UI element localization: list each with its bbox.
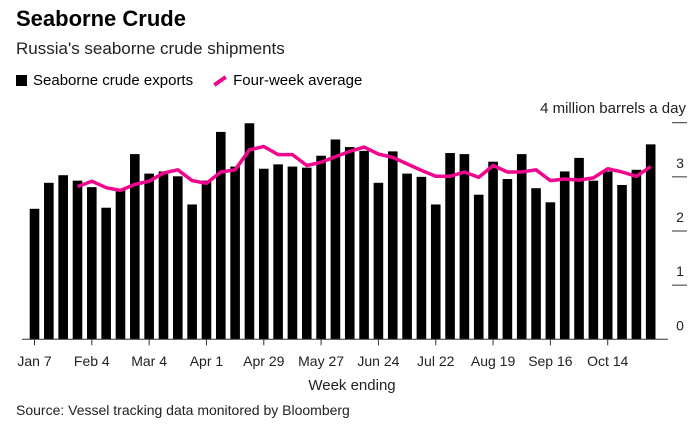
bar — [201, 180, 212, 340]
bar — [602, 171, 613, 340]
bar — [44, 182, 54, 340]
bar — [287, 166, 298, 340]
bar — [144, 173, 154, 340]
legend-label-average: Four-week average — [233, 72, 363, 89]
bar — [373, 182, 384, 340]
legend-bar-swatch — [16, 75, 27, 86]
x-tick-label: Feb 4 — [74, 353, 110, 369]
bar — [531, 188, 541, 340]
legend: Seaborne crude exports Four-week average — [16, 72, 362, 89]
x-tick-label: Apr 29 — [243, 353, 284, 369]
y-tick-label: 0 — [676, 317, 684, 333]
bar — [574, 157, 584, 340]
y-tick-label: 2 — [676, 209, 684, 225]
bar — [316, 155, 326, 340]
bar — [215, 131, 226, 340]
bar — [459, 154, 470, 340]
x-tick-label: Jun 24 — [357, 353, 399, 369]
chart-subtitle: Russia's seaborne crude shipments — [16, 39, 285, 58]
y-tick-label: 3 — [676, 155, 684, 171]
x-tick-label: Apr 1 — [190, 353, 224, 369]
bar — [72, 180, 83, 340]
bar — [631, 169, 642, 340]
bar — [645, 144, 656, 340]
bar — [58, 175, 68, 340]
x-axis-title: Week ending — [308, 377, 395, 394]
bar — [359, 150, 369, 340]
bar — [130, 154, 140, 340]
x-tick-label: Oct 14 — [587, 353, 628, 369]
bar — [173, 176, 183, 340]
bar — [430, 204, 441, 340]
bar — [330, 139, 341, 340]
bar — [617, 184, 627, 340]
bar — [244, 123, 255, 340]
bar — [29, 208, 40, 340]
bar — [158, 171, 169, 340]
bar — [230, 166, 240, 340]
bar — [416, 176, 427, 340]
y-tick-label: 1 — [676, 263, 684, 279]
x-tick-label: Aug 19 — [471, 353, 516, 369]
bar — [402, 173, 412, 340]
bar — [502, 179, 513, 340]
bar — [545, 202, 556, 340]
bar — [445, 153, 455, 340]
bar — [516, 154, 527, 340]
chart-title: Seaborne Crude — [16, 6, 186, 31]
x-tick-label: May 27 — [298, 353, 344, 369]
bar — [559, 171, 570, 340]
x-tick-label: Jan 7 — [17, 353, 51, 369]
legend-label-exports: Seaborne crude exports — [33, 72, 194, 89]
y-axis-unit-label: 4 million barrels a day — [540, 100, 686, 117]
bar — [101, 207, 111, 340]
bar — [387, 151, 398, 340]
bar — [258, 168, 269, 340]
bar — [115, 190, 126, 340]
bar — [588, 180, 599, 340]
bar — [344, 147, 355, 340]
bar — [488, 161, 498, 340]
bar — [187, 204, 197, 340]
x-tick-label: Mar 4 — [131, 353, 167, 369]
four-week-average-line — [76, 144, 652, 193]
bar — [273, 164, 283, 340]
x-tick-label: Jul 22 — [417, 353, 455, 369]
bar — [301, 167, 312, 340]
source-note: Source: Vessel tracking data monitored b… — [16, 402, 350, 418]
bar — [87, 187, 97, 340]
x-tick-label: Sep 16 — [528, 353, 573, 369]
bar — [473, 194, 484, 340]
